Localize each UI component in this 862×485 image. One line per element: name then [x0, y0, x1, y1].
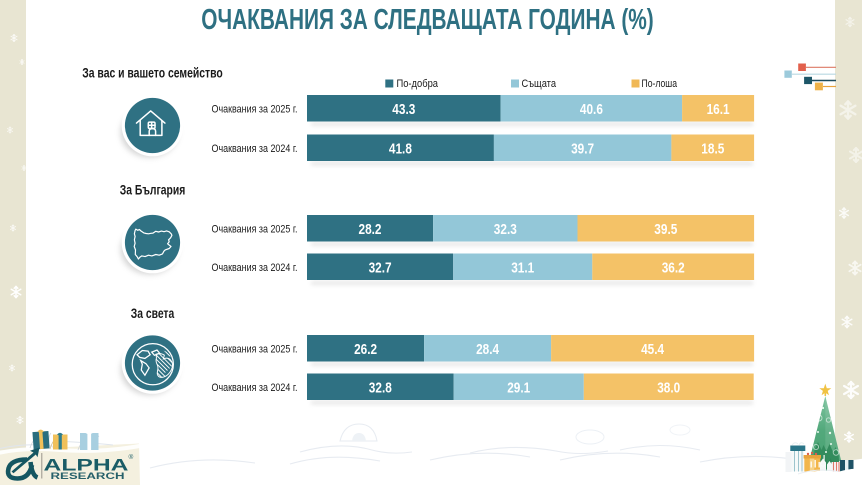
svg-text:За България: За България — [120, 182, 186, 198]
svg-text:36.2: 36.2 — [662, 259, 685, 276]
svg-text:®: ® — [129, 453, 134, 461]
svg-text:43.3: 43.3 — [392, 101, 415, 118]
svg-text:ALPHA: ALPHA — [44, 456, 129, 475]
svg-text:45.4: 45.4 — [641, 341, 665, 358]
svg-text:29.1: 29.1 — [507, 379, 530, 396]
svg-text:По-добра: По-добра — [397, 78, 439, 90]
svg-text:ОЧАКВАНИЯ ЗА СЛЕДВАЩАТА ГОДИНА: ОЧАКВАНИЯ ЗА СЛЕДВАЩАТА ГОДИНА (%) — [201, 4, 654, 36]
svg-text:31.1: 31.1 — [511, 259, 534, 276]
svg-text:39.5: 39.5 — [654, 221, 677, 238]
svg-text:39.7: 39.7 — [571, 140, 594, 157]
svg-text:28.4: 28.4 — [476, 341, 500, 358]
svg-text:28.2: 28.2 — [359, 221, 382, 238]
svg-text:Същата: Същата — [522, 78, 557, 90]
svg-text:Очаквания за 2025 г.: Очаквания за 2025 г. — [212, 104, 298, 116]
svg-text:38.0: 38.0 — [657, 379, 680, 396]
svg-text:41.8: 41.8 — [389, 140, 412, 157]
svg-text:18.5: 18.5 — [701, 140, 724, 157]
svg-text:Очаквания за 2024 г.: Очаквания за 2024 г. — [212, 143, 298, 155]
svg-text:Очаквания за 2024 г.: Очаквания за 2024 г. — [212, 382, 298, 394]
svg-text:RESEARCH: RESEARCH — [51, 471, 125, 481]
svg-text:32.7: 32.7 — [369, 259, 392, 276]
svg-text:26.2: 26.2 — [354, 341, 377, 358]
svg-text:По-лоша: По-лоша — [642, 78, 678, 90]
svg-text:16.1: 16.1 — [707, 101, 730, 118]
svg-text:За света: За света — [131, 305, 175, 321]
svg-text:Очаквания за 2025 г.: Очаквания за 2025 г. — [212, 344, 298, 356]
svg-text:Очаквания за 2025 г.: Очаквания за 2025 г. — [212, 224, 298, 236]
svg-text:Очаквания за 2024 г.: Очаквания за 2024 г. — [212, 262, 298, 274]
svg-text:За вас и вашето семейство: За вас и вашето семейство — [82, 65, 223, 81]
svg-text:32.8: 32.8 — [369, 379, 392, 396]
svg-text:32.3: 32.3 — [494, 221, 517, 238]
svg-text:40.6: 40.6 — [580, 101, 603, 118]
